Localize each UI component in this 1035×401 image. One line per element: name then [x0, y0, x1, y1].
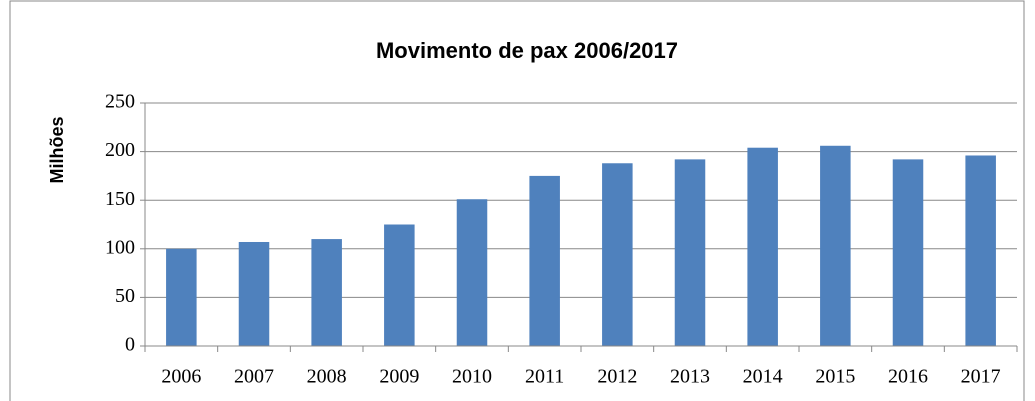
y-tick-label: 50	[115, 285, 135, 307]
bar	[456, 199, 488, 346]
bar	[311, 239, 342, 346]
y-tick-label: 0	[125, 334, 135, 356]
x-tick-label: 2015	[815, 366, 855, 388]
bar	[892, 159, 924, 346]
y-axis-label: Milhões	[47, 116, 67, 183]
bar	[238, 241, 270, 346]
x-tick-label: 2011	[525, 366, 564, 388]
bar	[166, 248, 197, 346]
y-tick-label: 200	[105, 139, 135, 161]
bar	[965, 155, 996, 346]
x-tick-label: 2013	[670, 366, 710, 388]
x-tick-label: 2006	[161, 366, 201, 388]
x-tick-label: 2010	[452, 366, 492, 388]
y-tick-label: 250	[105, 91, 135, 113]
x-tick-label: 2008	[307, 366, 347, 388]
bar	[747, 147, 778, 346]
bar	[384, 224, 415, 346]
bar	[820, 145, 851, 346]
x-tick-label: 2012	[597, 366, 637, 388]
x-tick-label: 2017	[961, 366, 1001, 388]
x-tick-label: 2016	[888, 366, 928, 388]
y-tick-label: 150	[105, 188, 135, 210]
x-tick-label: 2007	[234, 366, 274, 388]
chart-title: Movimento de pax 2006/2017	[376, 38, 678, 63]
x-tick-label: 2009	[379, 366, 419, 388]
bar	[674, 159, 706, 346]
x-tick-label: 2014	[743, 366, 783, 388]
y-tick-label: 100	[105, 236, 135, 258]
bar	[602, 163, 633, 346]
bar	[529, 175, 560, 346]
